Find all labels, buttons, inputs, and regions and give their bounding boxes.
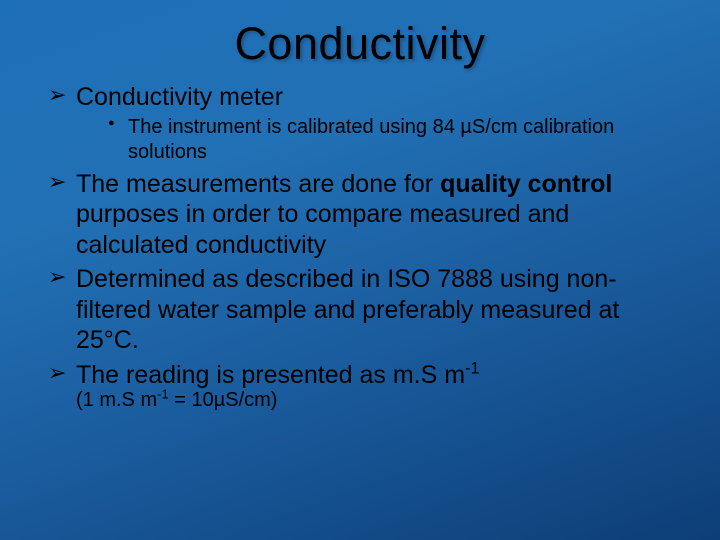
bullet-note: (1 m.S m-1 = 10µS/cm) (76, 388, 672, 413)
superscript: -1 (465, 359, 479, 377)
bullet-list: Conductivity meter The instrument is cal… (48, 82, 672, 413)
slide: Conductivity Conductivity meter The inst… (0, 0, 720, 540)
bullet-item-4: The reading is presented as m.S m-1 (1 m… (48, 360, 672, 414)
bullet-text: Conductivity meter (76, 83, 283, 111)
bullet-text-bold: quality control (440, 170, 612, 198)
slide-content: Conductivity meter The instrument is cal… (0, 76, 720, 413)
bullet-text-post: purposes in order to compare measured an… (76, 200, 569, 259)
note-pre: (1 m.S m (76, 389, 157, 411)
bullet-item-1: Conductivity meter The instrument is cal… (48, 82, 672, 165)
slide-title: Conductivity (0, 0, 720, 76)
bullet-text-pre: The measurements are done for (76, 170, 440, 198)
bullet-item-2: The measurements are done for quality co… (48, 169, 672, 261)
bullet-text-pre: The reading is presented as m.S m (76, 361, 465, 389)
sub-bullet-list: The instrument is calibrated using 84 µS… (76, 115, 672, 165)
superscript: -1 (157, 386, 169, 401)
bullet-item-3: Determined as described in ISO 7888 usin… (48, 264, 672, 356)
note-post: = 10µS/cm) (169, 389, 278, 411)
sub-bullet-item: The instrument is calibrated using 84 µS… (108, 115, 672, 165)
